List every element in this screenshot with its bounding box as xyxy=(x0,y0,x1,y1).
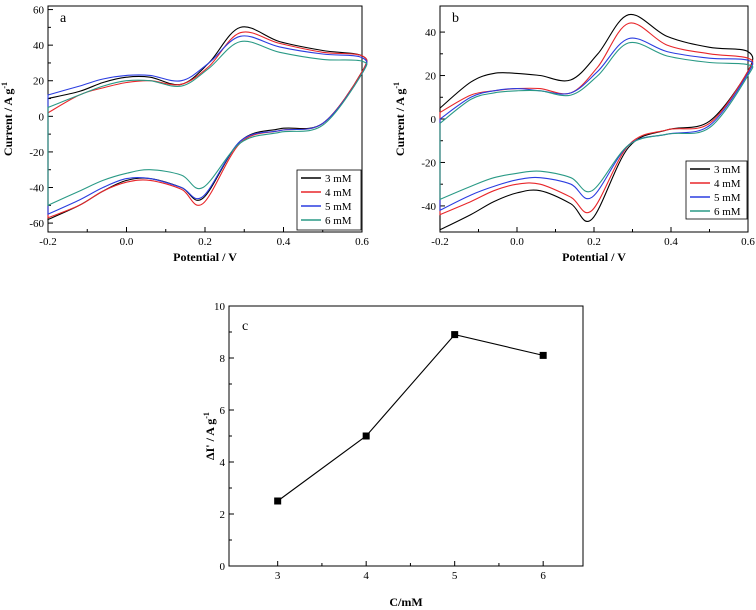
y-tick-label: -60 xyxy=(29,218,44,230)
x-axis-label: C/mM xyxy=(389,595,422,609)
y-tick-label: 6 xyxy=(220,405,226,417)
legend-box xyxy=(685,160,748,220)
x-tick-label: 0.0 xyxy=(120,236,134,248)
y-axis-label: ΔI' / A g-1 xyxy=(202,412,217,460)
x-tick-label: 0.2 xyxy=(587,236,601,248)
y-tick-label: 40 xyxy=(33,40,45,52)
legend-label: 3 mM xyxy=(714,164,741,176)
x-tick-label: 0.2 xyxy=(198,236,212,248)
plot-frame xyxy=(228,305,584,567)
y-tick-label: 10 xyxy=(214,301,226,313)
x-axis-label: Potential / V xyxy=(562,250,626,264)
data-point-marker xyxy=(451,331,459,339)
x-tick-label: -0.2 xyxy=(39,236,56,248)
x-tick-label: -0.2 xyxy=(431,236,448,248)
y-tick-label: 20 xyxy=(425,71,437,83)
y-axis-label: Current / A g-1 xyxy=(392,82,407,156)
legend-label: 6 mM xyxy=(325,215,352,227)
panel-letter: b xyxy=(452,11,459,26)
panel-c-delta-current-plot: 3 4 5 6 0 2 4 6 8 10 C/mM ΔI' / A g-1 c xyxy=(202,301,584,609)
y-tick-label: 40 xyxy=(425,27,437,39)
y-tick-label: -40 xyxy=(29,183,44,195)
x-tick-label: 5 xyxy=(452,570,458,582)
legend-label: 6 mM xyxy=(714,206,741,218)
panel-a-cv-plot: -0.2 0.0 0.2 0.4 0.6 -60 -40 -20 0 20 40 60 Potentia… xyxy=(0,5,369,264)
y-tick-label: 60 xyxy=(33,5,45,17)
x-tick-label: 0.0 xyxy=(510,236,524,248)
x-tick-label: 6 xyxy=(540,570,546,582)
data-point-marker xyxy=(539,351,547,359)
panel-letter: c xyxy=(242,319,248,334)
cv-curve-4-mM xyxy=(47,31,368,219)
x-tick-label: 0.4 xyxy=(277,236,291,248)
x-tick-label: 0.6 xyxy=(355,236,369,248)
y-tick-label: 4 xyxy=(220,457,226,469)
legend-label: 4 mM xyxy=(714,178,741,190)
series-line xyxy=(277,333,544,502)
y-tick-label: 2 xyxy=(220,509,226,521)
cv-curve-4-mM xyxy=(439,22,754,216)
data-point-marker xyxy=(274,497,282,505)
y-tick-label: -20 xyxy=(421,157,436,169)
x-tick-label: 3 xyxy=(275,570,281,582)
y-tick-label: 20 xyxy=(33,76,45,88)
legend-label: 3 mM xyxy=(325,173,352,185)
data-point-marker xyxy=(362,432,370,440)
cv-curve-6-mM xyxy=(47,40,368,207)
panel-b-cv-plot: -0.2 0.0 0.2 0.4 0.6 -40 -20 0 20 40 Potential / V… xyxy=(392,5,755,264)
x-tick-label: 0.6 xyxy=(741,236,755,248)
y-tick-label: -40 xyxy=(421,201,436,213)
cv-curve-6-mM xyxy=(439,41,754,201)
y-tick-label: 0 xyxy=(39,111,45,123)
x-tick-label: 4 xyxy=(363,570,369,582)
legend-label: 4 mM xyxy=(325,187,352,199)
y-tick-label: -20 xyxy=(29,147,44,159)
legend-label: 5 mM xyxy=(714,192,741,204)
legend-label: 5 mM xyxy=(325,201,352,213)
x-axis-label: Potential / V xyxy=(173,250,237,264)
y-tick-label: 8 xyxy=(220,353,226,365)
y-tick-label: 0 xyxy=(431,114,437,126)
y-tick-label: 0 xyxy=(220,561,226,573)
panel-letter: a xyxy=(60,11,67,26)
x-tick-label: 0.4 xyxy=(664,236,678,248)
y-axis-label: Current / A g-1 xyxy=(0,82,15,156)
